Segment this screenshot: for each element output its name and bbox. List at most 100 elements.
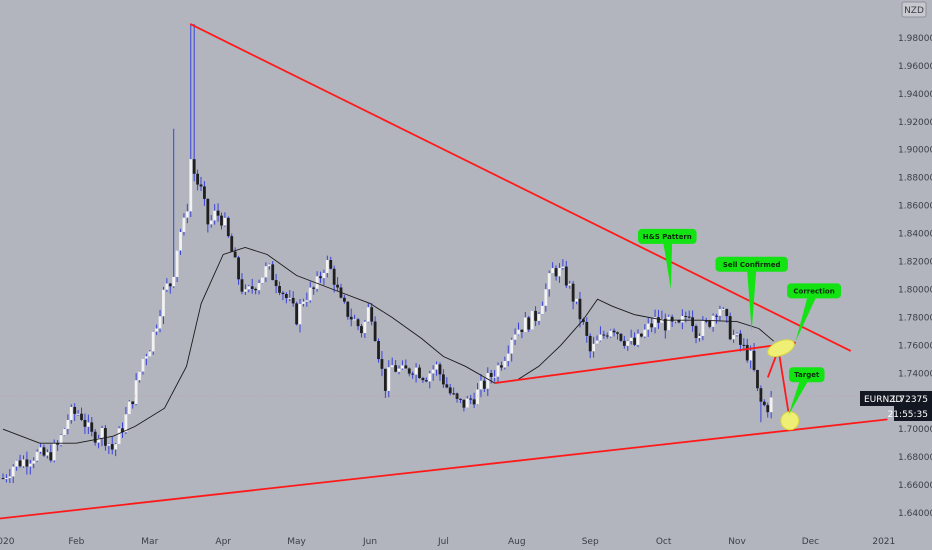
candle <box>476 383 479 406</box>
price-tick-label: 1.90000 <box>898 146 932 156</box>
candle-body <box>295 303 298 325</box>
candle <box>428 370 432 389</box>
candle-body <box>445 384 449 388</box>
candle-body <box>69 407 73 421</box>
candle-body <box>257 283 261 291</box>
candle <box>394 360 398 373</box>
candle <box>233 247 237 258</box>
candle <box>431 365 435 381</box>
candle-body <box>97 438 100 443</box>
candle <box>110 436 114 455</box>
candle <box>373 316 377 342</box>
currency-badge[interactable]: NZD <box>901 1 927 18</box>
candle-body <box>739 333 742 345</box>
time-tick-label: Dec <box>802 537 819 547</box>
candle-body <box>428 373 432 382</box>
candle <box>530 310 534 330</box>
candle-body <box>11 466 15 477</box>
candle-body <box>243 289 247 292</box>
candle-body <box>438 364 442 375</box>
candle-body <box>360 326 363 334</box>
candle-body <box>626 341 630 346</box>
candle-body <box>527 317 531 330</box>
callout-box <box>715 256 788 272</box>
candle <box>162 286 165 325</box>
candlestick-series <box>1 23 773 484</box>
candle <box>564 260 568 288</box>
candle-body <box>762 401 766 406</box>
candle-body <box>547 273 551 290</box>
candle-body <box>319 276 322 279</box>
candle-body <box>373 321 377 341</box>
candle-body <box>76 413 80 415</box>
time-tick-label: Aug <box>508 537 526 547</box>
candle-body <box>674 320 677 322</box>
candle-body <box>602 334 606 336</box>
candle <box>42 444 46 457</box>
candle <box>32 457 36 469</box>
candle-body <box>15 460 19 467</box>
candle <box>370 303 374 326</box>
candle-body <box>387 367 391 391</box>
candle-body <box>233 251 237 258</box>
candle <box>503 356 507 370</box>
candle-body <box>151 331 155 352</box>
candle-body <box>541 305 544 315</box>
candle-body <box>394 365 398 372</box>
last-price-badge: EURNZD 1.72375 21:55:35 <box>860 391 932 421</box>
candle-body <box>100 428 104 439</box>
candle-body <box>342 297 346 302</box>
candle <box>223 212 227 227</box>
candle-body <box>489 373 493 377</box>
candle-body <box>80 413 83 420</box>
candle <box>203 181 206 206</box>
candle-body <box>271 264 275 281</box>
candle-body <box>496 365 500 377</box>
candle-body <box>131 401 135 405</box>
candle <box>745 338 749 363</box>
candle <box>493 370 497 382</box>
candle-body <box>254 288 258 291</box>
candle-body <box>165 283 169 290</box>
candle <box>18 454 22 468</box>
candle <box>407 367 411 377</box>
candle <box>728 312 732 341</box>
candle-body <box>407 368 411 374</box>
candle <box>680 309 684 330</box>
callout-pointer <box>788 374 812 416</box>
candle <box>445 377 449 389</box>
candle-body <box>698 335 701 339</box>
callout-box <box>787 283 842 299</box>
candle <box>708 319 712 329</box>
candle <box>271 261 275 281</box>
candle <box>148 350 152 357</box>
candle <box>80 407 83 422</box>
candle <box>500 361 503 371</box>
candle <box>701 316 705 341</box>
candle <box>380 351 384 377</box>
candle-body <box>561 266 565 268</box>
trendline <box>189 23 852 352</box>
candle-body <box>18 460 22 467</box>
candle <box>349 308 353 327</box>
candle <box>247 284 251 293</box>
candle <box>305 292 309 307</box>
candle-body <box>302 301 305 304</box>
candle-body <box>86 422 90 427</box>
price-axis[interactable]: 1.640001.660001.680001.700001.720001.740… <box>898 34 932 519</box>
candle <box>616 331 619 340</box>
candle <box>588 333 592 359</box>
candle <box>192 23 196 182</box>
candle-body <box>124 414 128 433</box>
time-tick-label: Jun <box>362 537 377 547</box>
time-axis[interactable]: 2020 Feb Mar Apr May Jun Jul Aug Sep Oct Nov Dec 202… <box>0 537 895 547</box>
candle <box>421 376 425 383</box>
price-tick-label: 1.94000 <box>898 90 932 100</box>
price-tick-label: 1.98000 <box>898 34 932 44</box>
candle-body <box>742 344 746 346</box>
candle <box>144 353 148 366</box>
candle-body <box>199 184 203 187</box>
candle <box>599 326 602 342</box>
